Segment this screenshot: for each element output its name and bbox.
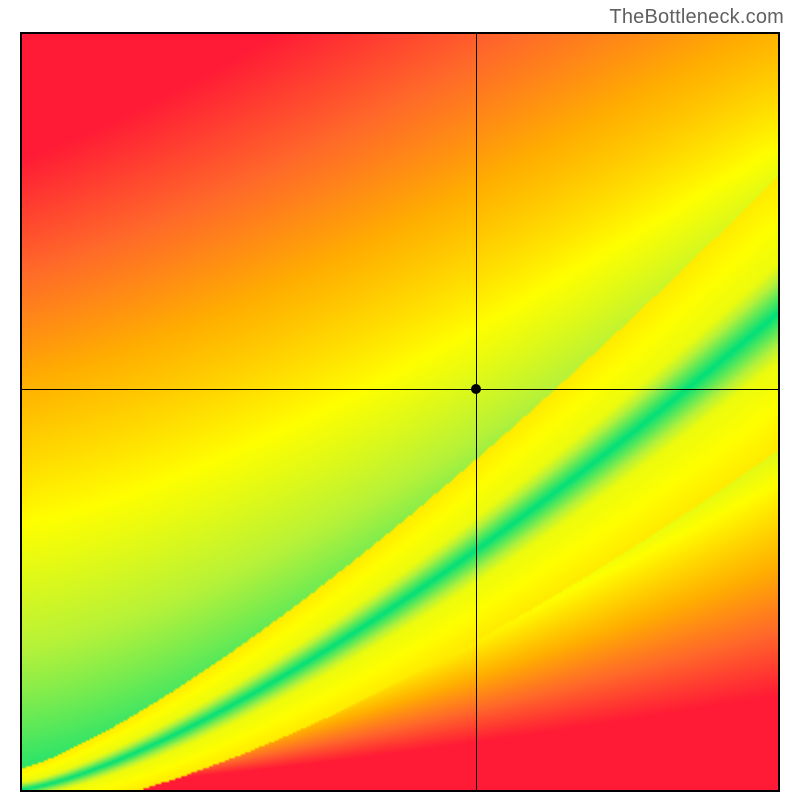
crosshair-marker <box>471 384 481 394</box>
heatmap-canvas <box>22 34 778 790</box>
root-container: TheBottleneck.com <box>0 0 800 800</box>
heatmap-chart <box>20 32 780 792</box>
crosshair-horizontal <box>22 389 778 390</box>
crosshair-vertical <box>476 34 477 790</box>
watermark-text: TheBottleneck.com <box>609 6 784 29</box>
